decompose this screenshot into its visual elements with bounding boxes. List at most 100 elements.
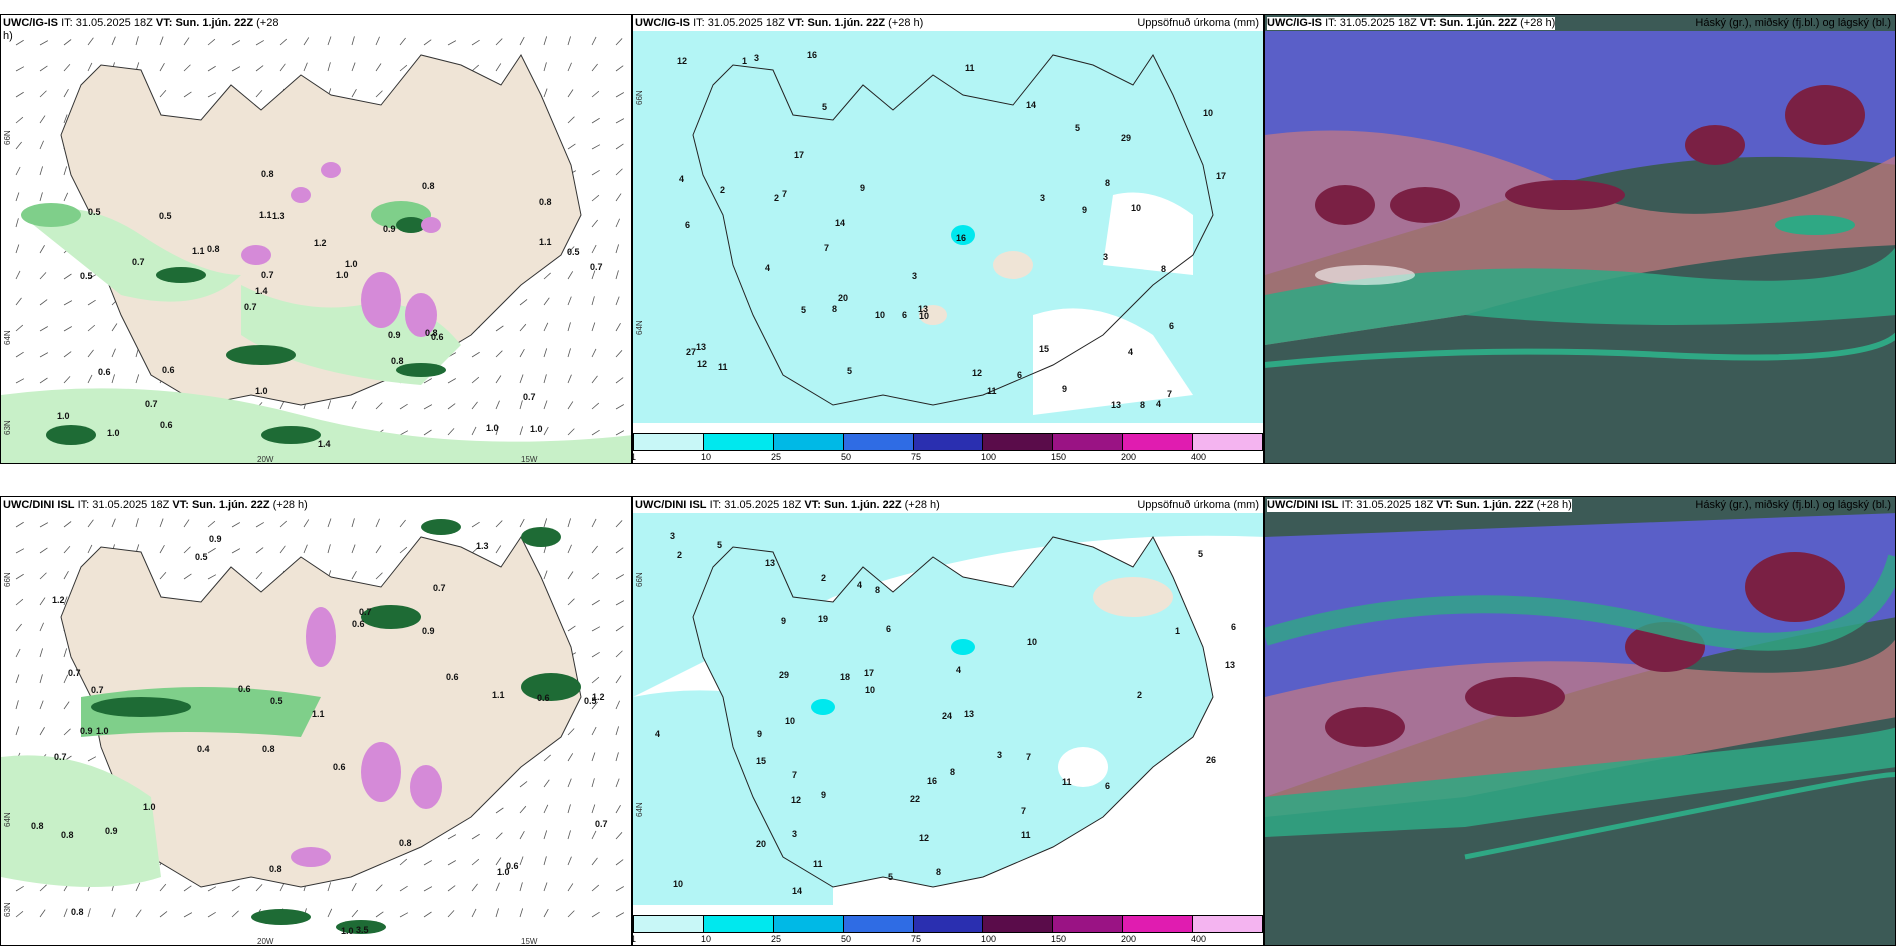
wind-barb <box>159 518 164 528</box>
map-value-label: 0.8 <box>71 907 84 917</box>
wind-barb <box>591 322 596 332</box>
wind-barb <box>327 36 332 46</box>
map-value-label: 9 <box>757 729 762 739</box>
wind-barb <box>63 39 72 46</box>
wind-barb <box>87 756 97 762</box>
wind-barb <box>207 65 216 72</box>
map-value-label: 1.2 <box>52 595 65 605</box>
wind-barb <box>615 778 620 788</box>
wind-barb <box>495 400 500 410</box>
wind-barb <box>615 296 620 306</box>
accum-precip-map: 2345678910111213141516182220191713121110… <box>633 513 1263 905</box>
iceland-outline <box>692 536 1214 888</box>
wind-barb <box>567 36 571 46</box>
wind-barb <box>567 830 571 840</box>
wind-barb <box>183 885 192 892</box>
iceland-land <box>60 54 582 406</box>
wind-barb <box>543 908 549 918</box>
wind-barb <box>471 908 477 918</box>
wind-barb <box>327 62 331 72</box>
wind-barb <box>591 169 600 176</box>
wind-barb <box>567 116 575 124</box>
wind-barb <box>519 374 524 384</box>
map-value-label: 0.6 <box>446 672 459 682</box>
colorbar-tick: 200 <box>1121 934 1137 944</box>
wind-barb <box>519 299 528 306</box>
map-value-label: 3 <box>670 531 675 541</box>
wind-barb <box>567 856 572 866</box>
wind-barb <box>39 299 48 306</box>
map-value-label: 1.3 <box>272 211 285 221</box>
wind-barb <box>519 518 525 528</box>
panel-header: UWC/IG-IS IT: 31.05.2025 18Z VT: Sun. 1.… <box>3 17 279 42</box>
wind-barb <box>375 63 382 72</box>
wind-barb <box>327 518 332 528</box>
map-value-label: 6 <box>1017 370 1022 380</box>
map-value-label: 6 <box>902 310 907 320</box>
wind-barb <box>63 521 72 528</box>
wind-barb <box>111 323 118 332</box>
wind-barb <box>399 64 408 72</box>
wind-barb <box>279 38 288 46</box>
map-value-label: 5 <box>822 102 827 112</box>
colorbar-tick: 10 <box>700 934 711 944</box>
map-value-label: 1.1 <box>259 210 272 220</box>
wind-barb <box>39 674 43 684</box>
wind-barb <box>543 804 549 814</box>
wind-barb <box>399 519 406 528</box>
wind-barb <box>591 857 598 866</box>
wind-barb <box>567 728 575 736</box>
precip-values: 0.90.70.50.80.61.01.20.90.70.61.10.80.50… <box>31 534 608 936</box>
map-value-label: 29 <box>779 670 789 680</box>
wind-barb <box>207 574 217 580</box>
wind-barb <box>255 522 264 528</box>
wind-barb <box>15 674 20 684</box>
wind-barb <box>495 426 499 436</box>
wind-barb <box>207 912 216 918</box>
map-value-label: 0.4 <box>197 744 210 754</box>
cloud-cover-map <box>1265 31 1895 463</box>
map-value-label: 2 <box>1137 690 1142 700</box>
wind-barb <box>375 572 383 580</box>
map-value-label: 1.0 <box>336 270 349 280</box>
wind-barb <box>591 219 598 228</box>
wind-barb <box>207 520 216 528</box>
wind-barb <box>591 626 601 632</box>
wind-barb <box>255 65 264 72</box>
map-value-label: 1.2 <box>592 692 605 702</box>
wind-barb <box>567 143 576 150</box>
wind-barb <box>303 544 308 554</box>
map-value-label: 15 <box>1039 344 1049 354</box>
map-value-label: 0.7 <box>261 270 274 280</box>
precip-wind-map: 1.00.50.80.70.91.01.11.20.60.81.00.71.31… <box>1 36 631 463</box>
wind-barb <box>591 701 598 710</box>
wind-barb <box>591 63 598 72</box>
map-value-label: 1.2 <box>314 238 327 248</box>
wind-barb <box>615 323 621 332</box>
wind-barb <box>159 36 164 46</box>
wind-barb <box>87 544 93 554</box>
map-value-label: 0.8 <box>269 864 282 874</box>
wind-barb <box>567 428 575 436</box>
wind-barb <box>63 376 71 384</box>
precip-wind-map: 0.90.70.50.80.61.01.20.90.70.61.10.80.50… <box>1 518 625 936</box>
wind-barb <box>63 545 71 554</box>
wind-barb <box>543 830 548 840</box>
wind-barb <box>111 908 116 918</box>
wind-barb <box>15 885 24 892</box>
wind-barb <box>471 883 478 892</box>
wind-barb <box>615 218 620 228</box>
wind-barb <box>423 39 432 46</box>
colorbar-swatch <box>1053 434 1124 450</box>
colorbar-tick: 25 <box>770 452 781 462</box>
wind-barb <box>543 272 551 280</box>
wind-barb <box>567 89 574 98</box>
wind-barb <box>207 547 216 554</box>
wind-barb <box>423 378 432 384</box>
colorbar-swatch <box>1123 434 1194 450</box>
map-value-label: 8 <box>1161 264 1166 274</box>
wind-barb <box>495 807 504 814</box>
wind-barb <box>591 572 600 580</box>
wind-barb <box>615 430 625 436</box>
